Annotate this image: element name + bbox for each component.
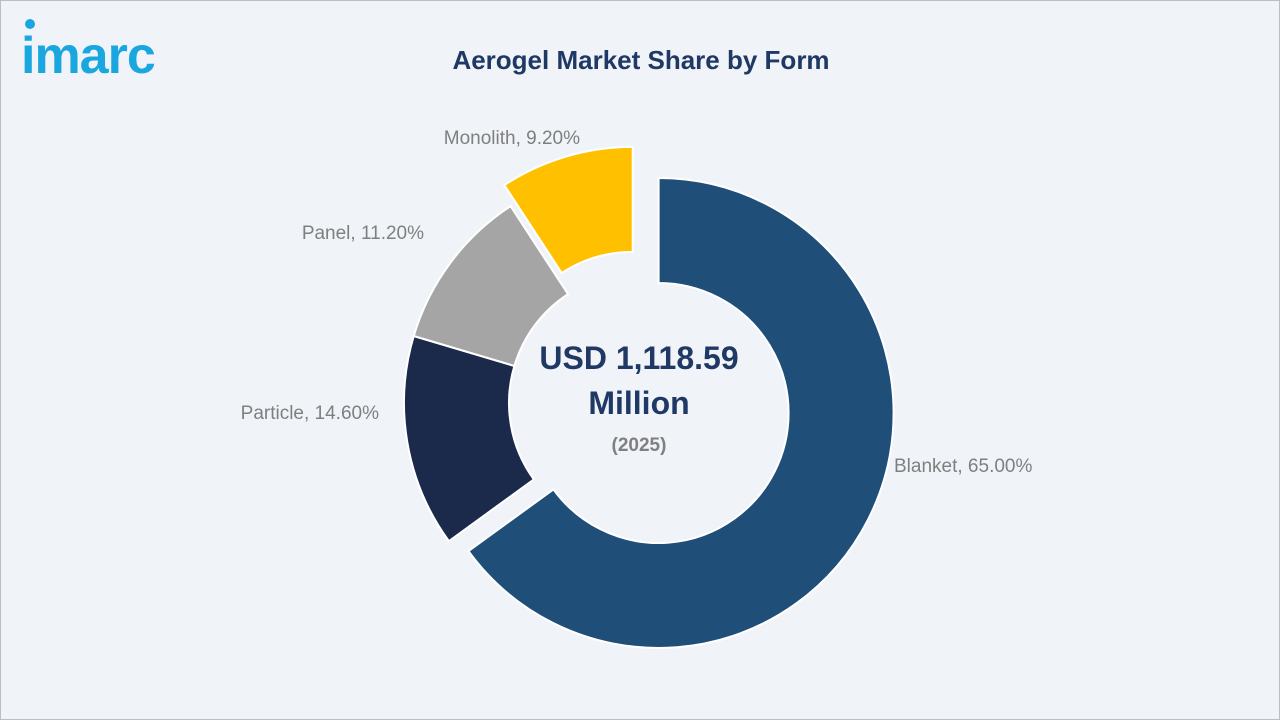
center-year: (2025) xyxy=(612,435,667,456)
slice-label-blanket: Blanket, 65.00% xyxy=(894,456,1032,477)
slice-monolith xyxy=(502,145,634,275)
logo-text: imarc xyxy=(21,27,155,85)
chart-title: Aerogel Market Share by Form xyxy=(452,45,830,75)
logo-dot xyxy=(25,19,35,29)
imarc-logo: imarc xyxy=(21,19,156,85)
slice-label-panel: Panel, 11.20% xyxy=(302,223,424,244)
center-value-line2: Million xyxy=(588,385,689,421)
slice-label-monolith: Monolith, 9.20% xyxy=(444,128,580,149)
slice-blanket xyxy=(467,176,895,649)
center-value-line1: USD 1,118.59 xyxy=(539,340,738,376)
slice-label-particle: Particle, 14.60% xyxy=(241,403,379,424)
slice-panel xyxy=(412,204,570,368)
